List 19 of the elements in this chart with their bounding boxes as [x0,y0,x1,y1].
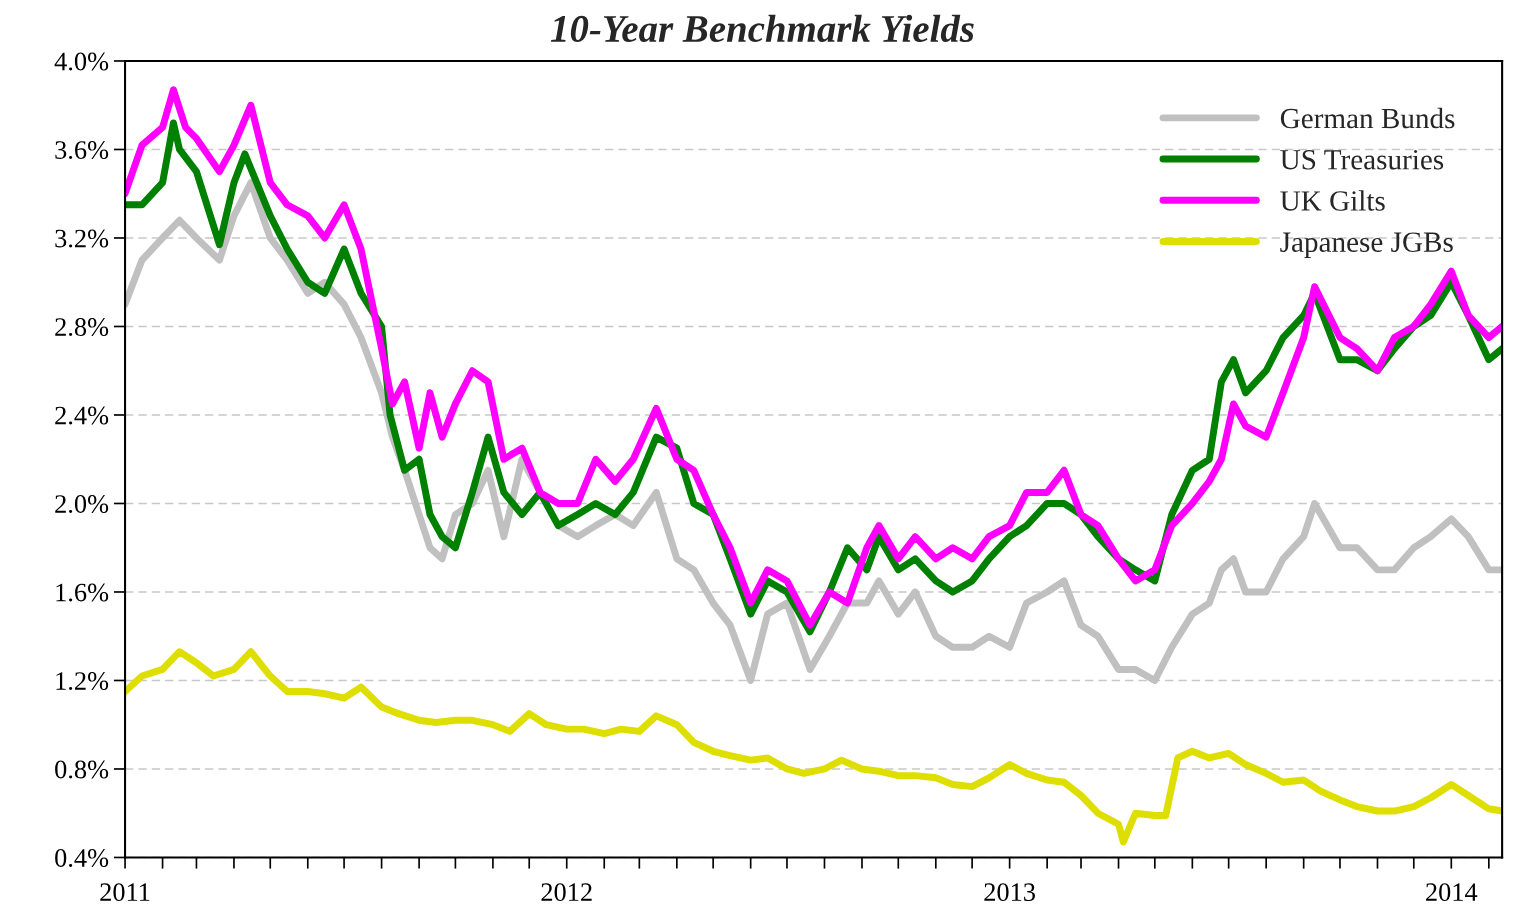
legend-label: UK Gilts [1280,190,1385,211]
legend-label: Japanese JGBs [1280,232,1453,258]
x-tick-label: 2014 [1426,883,1478,902]
y-tick-label: 2.4% [55,406,109,425]
x-tick-label: 2011 [100,883,150,902]
y-tick-label: 1.6% [56,583,109,602]
y-tick-label: 2.8% [55,318,109,337]
y-tick-label: 4.0% [54,52,109,71]
y-tick-label: 1.2% [56,672,109,691]
legend-label: German Bunds [1280,107,1455,129]
legend-label: US Treasuries [1280,149,1444,170]
chart-title: 10-Year Benchmark Yields [550,14,974,43]
x-tick-label: 2012 [541,883,592,902]
x-tick-label: 2013 [984,883,1035,902]
y-tick-label: 0.8% [55,760,109,779]
y-tick-label: 3.2% [55,229,109,248]
y-tick-label: 3.6% [55,141,109,160]
y-tick-label: 2.0% [55,495,109,514]
y-tick-label: 0.4% [55,849,109,867]
